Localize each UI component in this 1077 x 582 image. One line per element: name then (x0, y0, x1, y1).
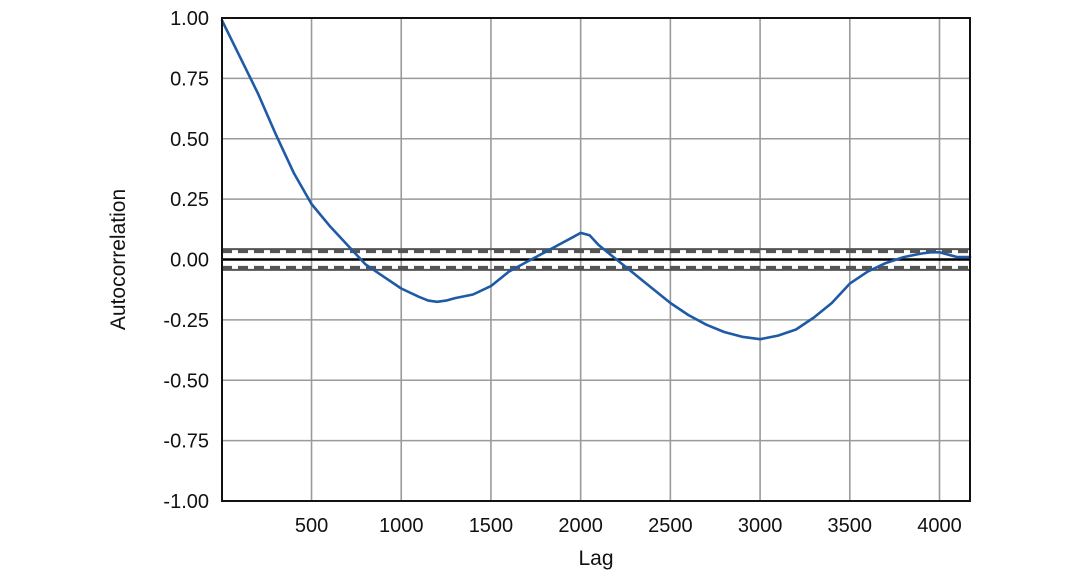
x-tick-label: 1000 (379, 515, 424, 537)
x-tick-label: 2000 (558, 515, 603, 537)
x-tick-label: 500 (295, 515, 328, 537)
y-tick-label: 0.75 (170, 68, 209, 90)
y-tick-label: -0.25 (163, 310, 209, 332)
x-tick-label: 1500 (469, 515, 514, 537)
x-tick-label: 3000 (738, 515, 783, 537)
x-tick-label: 2500 (648, 515, 693, 537)
y-tick-label: -0.50 (163, 370, 209, 392)
y-tick-labels: 1.00 0.75 0.50 0.25 0.00 -0.25 -0.50 -0.75 -1.00 (163, 8, 209, 513)
x-tick-label: 4000 (917, 515, 962, 537)
x-tick-labels: 500 1000 1500 2000 2500 3000 3500 4000 (295, 515, 962, 537)
y-axis-label: Autocorrelation (107, 189, 130, 330)
confidence-bands (222, 248, 970, 271)
y-tick-label: -0.75 (163, 431, 209, 453)
y-tick-label: -1.00 (163, 491, 209, 513)
series-group (220, 19, 972, 341)
x-axis-label: Lag (578, 547, 613, 570)
x-tick-label: 3500 (828, 515, 873, 537)
plot-frame (221, 17, 971, 502)
autocorrelation-series-line (220, 19, 972, 341)
y-tick-label: 0.00 (170, 250, 209, 272)
y-tick-label: 0.25 (170, 189, 209, 211)
y-tick-label: 0.50 (170, 129, 209, 151)
y-tick-label: 1.00 (170, 8, 209, 30)
